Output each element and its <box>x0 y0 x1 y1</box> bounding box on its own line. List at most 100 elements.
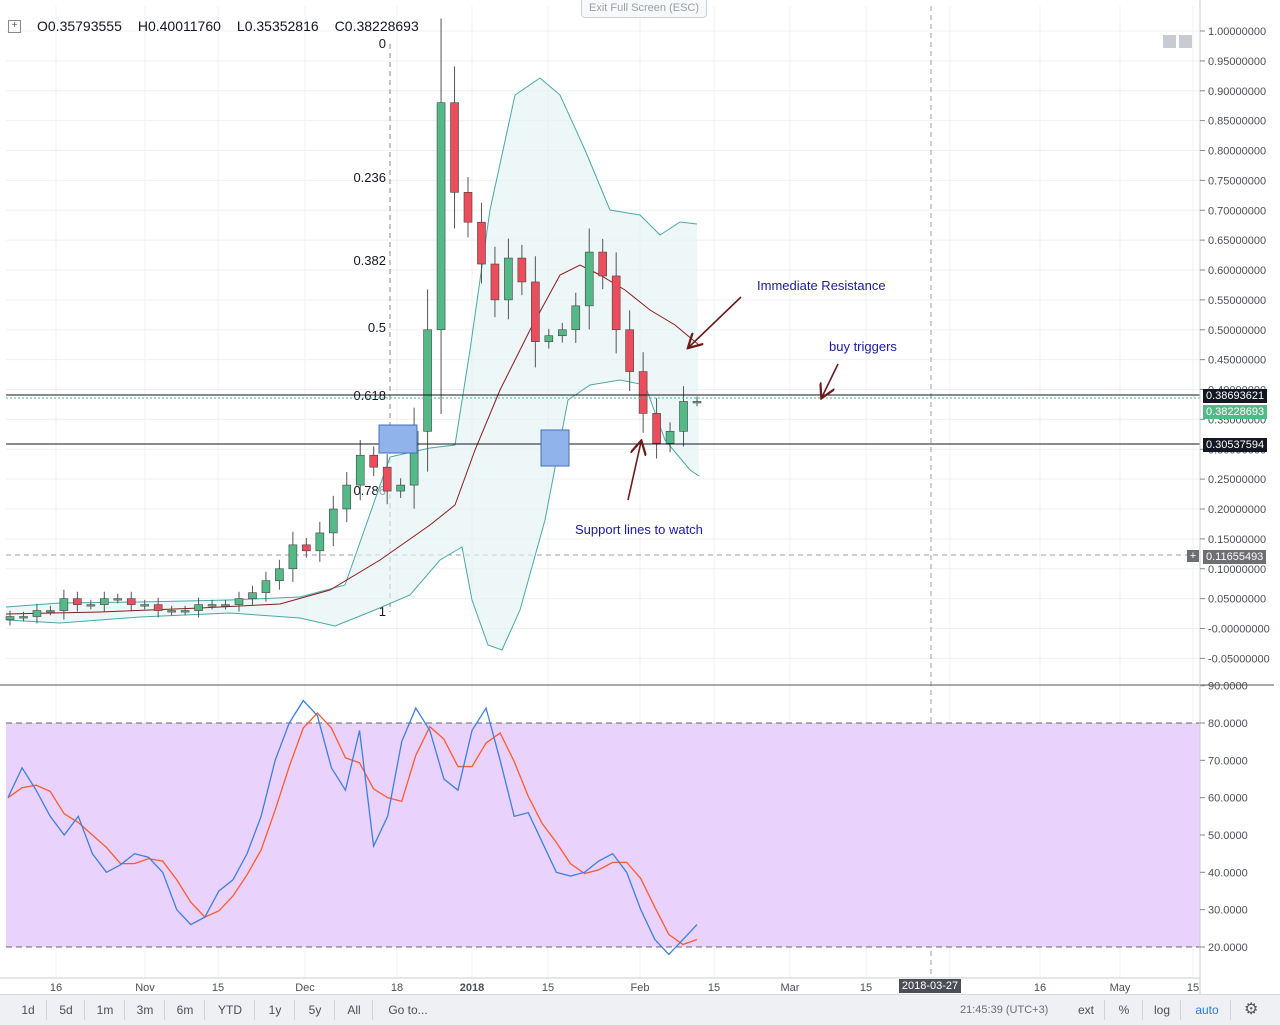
candle-body <box>234 598 244 605</box>
fib-level-label: 0.382 <box>353 253 386 268</box>
time-tick-label: 15 <box>708 982 720 994</box>
ext-toggle[interactable]: ext <box>1068 1000 1105 1020</box>
price-tick-label: 0.20000000 <box>1208 504 1266 516</box>
time-tick-label: 15 <box>860 982 872 994</box>
price-tick-label: 0.10000000 <box>1208 564 1266 576</box>
candle-body <box>679 401 688 432</box>
fib-level-label: 0 <box>379 36 386 51</box>
timeframe-all[interactable]: All <box>336 1000 373 1020</box>
candle-body <box>490 263 500 301</box>
time-tick-label: 15 <box>212 982 224 994</box>
timeframe-5y[interactable]: 5y <box>296 1000 335 1020</box>
candle-body <box>99 598 109 605</box>
candle-body <box>423 329 432 432</box>
candle-body <box>167 610 176 613</box>
go-to-date-button[interactable]: Go to... <box>388 1003 428 1017</box>
candle-body <box>557 329 567 337</box>
timeframe-6m[interactable]: 6m <box>166 1000 205 1020</box>
price-tick-label: 0.85000000 <box>1208 116 1266 128</box>
candle-body <box>113 598 123 601</box>
gear-icon[interactable]: ⚙ <box>1244 1001 1259 1018</box>
candle-body <box>625 329 634 372</box>
percent-toggle[interactable]: % <box>1106 1000 1143 1020</box>
candle-body <box>248 592 257 599</box>
auto-toggle[interactable]: auto <box>1184 1000 1231 1020</box>
timeframe-3m[interactable]: 3m <box>126 1000 165 1020</box>
candle-body <box>652 413 661 444</box>
candle-body <box>261 580 271 593</box>
support-price-badge: 0.30537594 <box>1203 438 1268 452</box>
horizontal-lines <box>6 394 1200 445</box>
osc-tick-label: 50.0000 <box>1208 830 1248 842</box>
high-value: H0.40011760 <box>137 18 221 34</box>
price-tick-label: 0.65000000 <box>1208 235 1266 247</box>
bollinger-fill <box>6 78 699 650</box>
annotation-arrows: Immediate Resistance buy triggers Support … <box>575 278 897 537</box>
bollinger-bands <box>5 77 700 651</box>
log-toggle[interactable]: log <box>1144 1000 1181 1020</box>
price-tick-label: 0.15000000 <box>1208 534 1266 546</box>
timeframe-1d[interactable]: 1d <box>10 1000 47 1020</box>
candle-body <box>73 598 82 605</box>
legend-toggle-icon[interactable]: + <box>8 19 21 33</box>
timeframe-1y[interactable]: 1y <box>256 1000 295 1020</box>
price-tick-label: 0.95000000 <box>1208 56 1266 68</box>
fib-level-label: 1 <box>379 604 386 619</box>
time-tick-label: 18 <box>391 982 403 994</box>
osc-tick-label: 70.0000 <box>1208 755 1248 767</box>
candle-body <box>477 221 486 265</box>
stochastic-oscillator <box>7 699 698 956</box>
time-tick-label: 2018 <box>460 982 484 994</box>
timeframe-1m[interactable]: 1m <box>86 1000 125 1020</box>
candle-body <box>342 484 352 510</box>
resistance-arrow <box>689 296 742 347</box>
candle-body <box>86 604 96 607</box>
candle-body <box>396 484 405 492</box>
price-tick-label: -0.00000000 <box>1208 624 1270 636</box>
candle-body <box>5 616 15 620</box>
candle-body <box>463 192 473 223</box>
support-annotation: Support lines to watch <box>575 522 703 537</box>
price-tick-label: 0.25000000 <box>1208 474 1266 486</box>
fib-level-label: 0.5 <box>368 320 386 335</box>
time-tick-label: 16 <box>1034 982 1046 994</box>
add-alert-icon[interactable]: + <box>1187 550 1199 562</box>
candle-body <box>504 257 513 301</box>
candle-body <box>544 335 554 343</box>
overbought-oversold-zone <box>6 723 1200 947</box>
open-value: O0.35793555 <box>37 18 122 34</box>
bottom-toolbar: 1d 5d 1m 3m 6m YTD 1y 5y All Go to... 21… <box>0 994 1280 1025</box>
candle-body <box>436 102 446 331</box>
candle-body <box>315 532 325 552</box>
timeframe-ytd[interactable]: YTD <box>206 1000 255 1020</box>
moving-average-line <box>5 264 700 615</box>
candle-body <box>328 508 338 534</box>
candle-body <box>32 610 42 617</box>
support-box-january <box>540 429 570 467</box>
buy-triggers-annotation: buy triggers <box>829 339 897 354</box>
clock: 21:45:39 (UTC+3) <box>960 1004 1049 1016</box>
osc-tick-label: 20.0000 <box>1208 942 1248 954</box>
time-tick-label: Nov <box>135 982 155 994</box>
candle-body <box>302 544 311 552</box>
time-tick-label: 16 <box>50 982 62 994</box>
scroll-down-icon[interactable] <box>1163 35 1176 48</box>
timeframe-5d[interactable]: 5d <box>48 1000 85 1020</box>
candle-body <box>221 604 230 607</box>
candle-body <box>611 275 621 331</box>
osc-tick-label: 90.0000 <box>1208 681 1248 693</box>
price-tick-label: 0.90000000 <box>1208 86 1266 98</box>
osc-tick-label: 60.0000 <box>1208 793 1248 805</box>
exit-fullscreen-button[interactable]: Exit Full Screen (ESC) <box>581 0 707 18</box>
candle-body <box>46 610 55 613</box>
support-arrow <box>627 442 641 501</box>
more-icon[interactable] <box>1179 35 1192 48</box>
candlestick-series <box>5 18 702 626</box>
price-tick-label: 0.60000000 <box>1208 265 1266 277</box>
oscillator-band <box>6 722 1200 948</box>
candle-body <box>382 466 392 492</box>
axes: 1.00000000 0.95000000 0.90000000 0.85000000… <box>0 0 1270 994</box>
candle-body <box>531 281 540 343</box>
